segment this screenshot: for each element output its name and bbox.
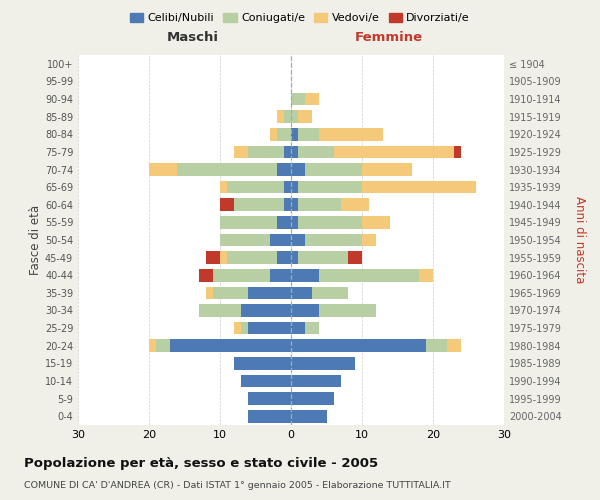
Bar	[234, 146, 248, 158]
Bar	[220, 181, 227, 194]
Bar	[234, 357, 291, 370]
Bar	[277, 163, 291, 176]
Text: Maschi: Maschi	[167, 31, 219, 44]
Bar	[248, 322, 291, 334]
Bar	[291, 340, 426, 352]
Bar	[298, 181, 362, 194]
Bar	[291, 92, 305, 106]
Bar	[291, 110, 298, 123]
Bar	[334, 146, 454, 158]
Bar	[298, 252, 348, 264]
Bar	[454, 146, 461, 158]
Bar	[298, 198, 341, 211]
Y-axis label: Anni di nascita: Anni di nascita	[573, 196, 586, 284]
Bar	[319, 269, 419, 281]
Bar	[291, 322, 305, 334]
Bar	[241, 374, 291, 388]
Bar	[277, 128, 291, 140]
Bar	[213, 269, 270, 281]
Bar	[362, 163, 412, 176]
Bar	[291, 163, 305, 176]
Bar	[291, 234, 305, 246]
Bar	[291, 128, 298, 140]
Bar	[248, 286, 291, 299]
Bar	[362, 216, 391, 228]
Bar	[277, 216, 291, 228]
Bar	[220, 252, 227, 264]
Bar	[419, 269, 433, 281]
Bar	[241, 304, 291, 317]
Bar	[291, 392, 334, 405]
Bar	[248, 410, 291, 422]
Bar	[227, 181, 284, 194]
Bar	[178, 163, 277, 176]
Bar	[284, 146, 291, 158]
Bar	[270, 128, 277, 140]
Bar	[234, 198, 284, 211]
Bar	[291, 304, 319, 317]
Legend: Celibi/Nubili, Coniugati/e, Vedovi/e, Divorziati/e: Celibi/Nubili, Coniugati/e, Vedovi/e, Di…	[125, 8, 475, 28]
Bar	[313, 286, 348, 299]
Bar	[241, 322, 248, 334]
Text: Femmine: Femmine	[355, 31, 423, 44]
Bar	[291, 269, 319, 281]
Bar	[348, 252, 362, 264]
Bar	[298, 216, 362, 228]
Bar	[234, 322, 241, 334]
Bar	[291, 410, 326, 422]
Bar	[291, 357, 355, 370]
Bar	[298, 146, 334, 158]
Bar	[248, 146, 284, 158]
Bar	[213, 286, 248, 299]
Bar	[156, 340, 170, 352]
Bar	[298, 110, 313, 123]
Bar	[277, 110, 284, 123]
Bar	[291, 146, 298, 158]
Bar	[206, 252, 220, 264]
Bar	[426, 340, 447, 352]
Bar	[298, 128, 319, 140]
Bar	[199, 269, 213, 281]
Bar	[199, 304, 241, 317]
Bar	[270, 269, 291, 281]
Bar	[284, 198, 291, 211]
Bar	[291, 252, 298, 264]
Y-axis label: Fasce di età: Fasce di età	[29, 205, 42, 275]
Bar	[277, 252, 291, 264]
Bar	[305, 322, 319, 334]
Text: Popolazione per età, sesso e stato civile - 2005: Popolazione per età, sesso e stato civil…	[24, 458, 378, 470]
Bar	[362, 181, 476, 194]
Bar	[291, 286, 313, 299]
Bar	[220, 234, 270, 246]
Text: COMUNE DI CA' D'ANDREA (CR) - Dati ISTAT 1° gennaio 2005 - Elaborazione TUTTITAL: COMUNE DI CA' D'ANDREA (CR) - Dati ISTAT…	[24, 481, 451, 490]
Bar	[284, 181, 291, 194]
Bar	[149, 163, 178, 176]
Bar	[270, 234, 291, 246]
Bar	[291, 374, 341, 388]
Bar	[149, 340, 156, 352]
Bar	[319, 128, 383, 140]
Bar	[447, 340, 461, 352]
Bar	[227, 252, 277, 264]
Bar	[206, 286, 213, 299]
Bar	[305, 92, 319, 106]
Bar	[362, 234, 376, 246]
Bar	[305, 234, 362, 246]
Bar	[170, 340, 291, 352]
Bar	[220, 198, 234, 211]
Bar	[291, 181, 298, 194]
Bar	[319, 304, 376, 317]
Bar	[341, 198, 369, 211]
Bar	[291, 198, 298, 211]
Bar	[305, 163, 362, 176]
Bar	[248, 392, 291, 405]
Bar	[291, 216, 298, 228]
Bar	[220, 216, 277, 228]
Bar	[284, 110, 291, 123]
